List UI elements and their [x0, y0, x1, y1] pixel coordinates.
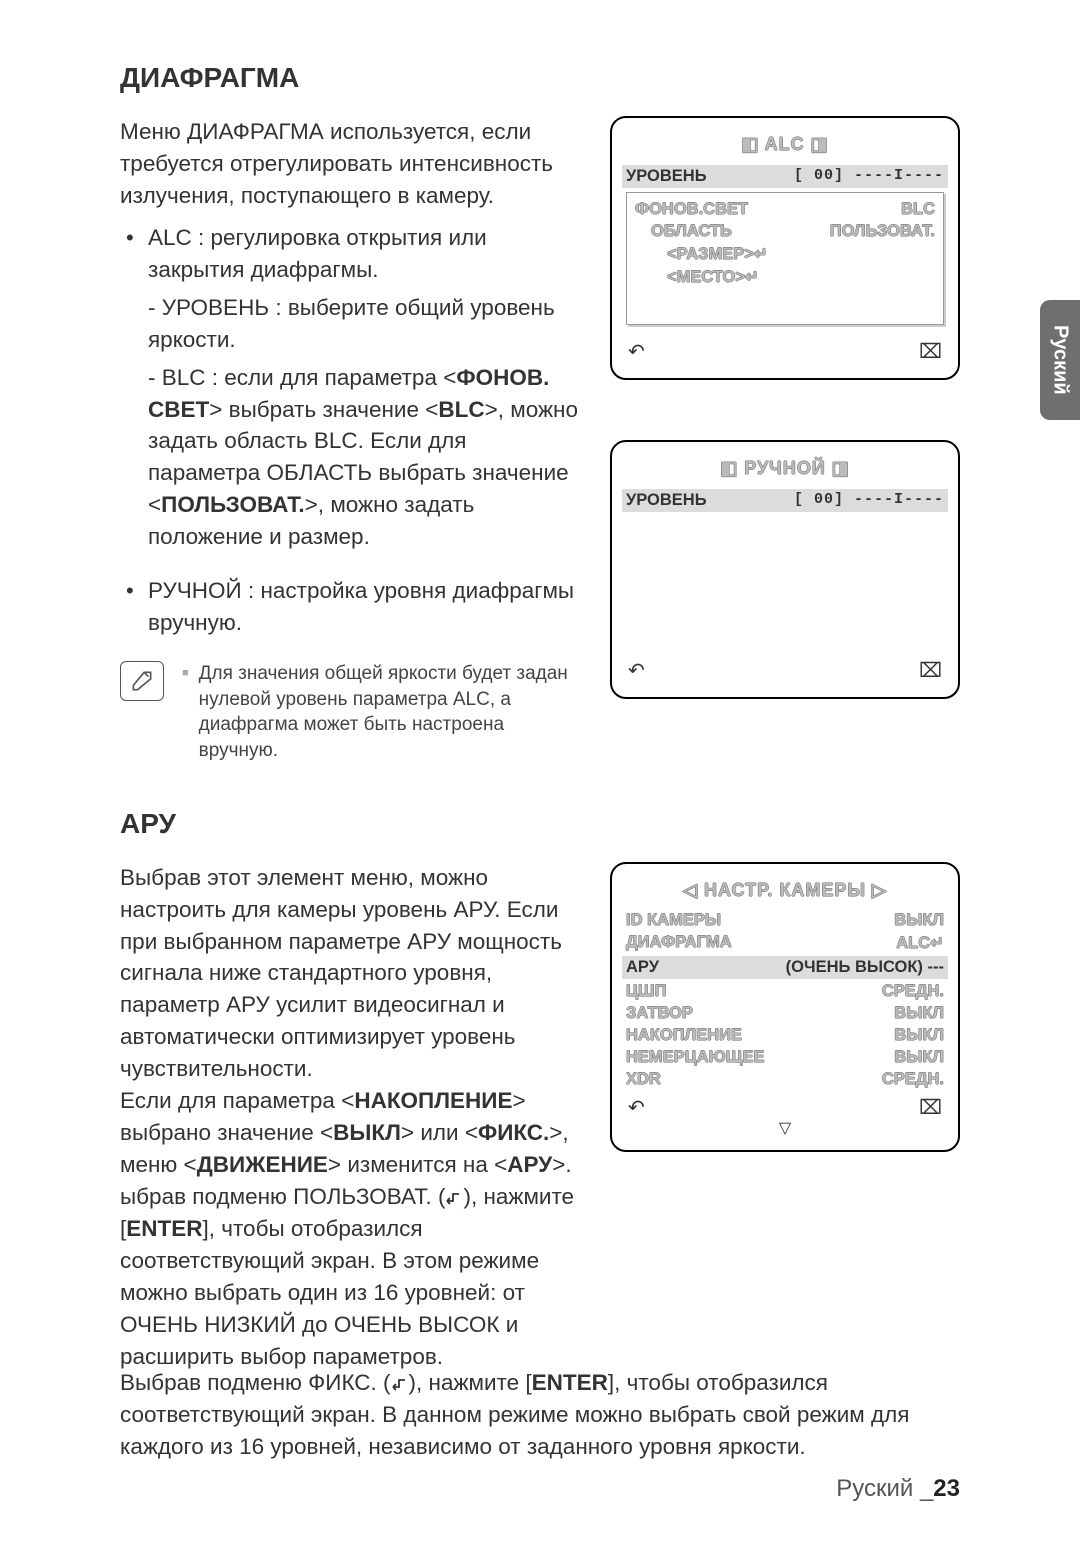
t: - BLC : если для параметра <	[148, 365, 456, 390]
lcd-label: <РАЗМЕР>↵	[635, 244, 768, 264]
alc-blc-sub: - BLC : если для параметра <ФОНОВ. СВЕТ>…	[148, 362, 580, 554]
enter-icon	[445, 1191, 463, 1207]
lcd-close-icon: ⌧	[919, 1095, 942, 1120]
lcd-label: ОБЛАСТЬ	[635, 222, 732, 241]
section-title-diaphragm: ДИАФРАГМА	[120, 62, 960, 94]
lcd-back-icon: ↶	[628, 658, 645, 683]
aru-p3: ыбрав подменю ПОЛЬЗОВАТ. (), нажмите [EN…	[120, 1184, 574, 1369]
lcd-value: [ 00] ----I----	[794, 167, 944, 186]
alc-level-sub: - УРОВЕНЬ : выберите общий уровень яркос…	[148, 292, 580, 356]
lcd-camera-row: ЦШПСРЕДН.	[626, 982, 944, 1001]
alc-bullet-text: ALC : регулировка открытия или закрытия …	[148, 225, 487, 282]
note-bullet: Для значения общей яркости будет задан н…	[182, 661, 580, 764]
language-side-tab: Руский	[1040, 300, 1080, 420]
lcd-close-icon: ⌧	[919, 658, 942, 683]
lcd-camera-row: НЕМЕРЦАЮЩЕЕВЫКЛ	[626, 1048, 944, 1067]
lcd-manual-level-row: УРОВЕНЬ [ 00] ----I----	[622, 489, 948, 512]
lcd-camera-row: XDRСРЕДН.	[626, 1070, 944, 1089]
t: > или <	[401, 1120, 478, 1145]
diaphragm-intro: Меню ДИАФРАГМА используется, если требуе…	[120, 116, 580, 212]
lcd-label: УРОВЕНЬ	[626, 491, 707, 510]
lcd-down-arrow: ▽	[624, 1118, 946, 1138]
lcd-panel-camera: ◁ НАСТР. КАМЕРЫ ▷ ID КАМЕРЫВЫКЛ ДИАФРАГМА…	[610, 862, 960, 1152]
lcd-back-icon: ↶	[628, 1095, 645, 1120]
lcd-camera-row: НАКОПЛЕНИЕВЫКЛ	[626, 1026, 944, 1045]
diaphragm-manual-bullet: РУЧНОЙ : настройка уровня диафрагмы вруч…	[124, 575, 580, 639]
lcd-value: ПОЛЬЗОВАТ.	[830, 222, 935, 241]
enter-icon	[391, 1377, 409, 1393]
t-bold: ПОЛЬЗОВАТ.	[161, 492, 305, 517]
page-footer: Руский _23	[836, 1475, 960, 1503]
section-title-aru: АРУ	[120, 808, 960, 840]
t-bold: BLC	[438, 397, 484, 422]
footer-lang: Руский _	[836, 1475, 933, 1502]
t: ыбрав подменю ПОЛЬЗОВАТ. (	[120, 1184, 445, 1209]
lcd-camera-row: ДИАФРАГМАALC↵	[626, 933, 944, 953]
aru-p4: Выбрав подменю ФИКС. (), нажмите [ENTER]…	[120, 1367, 960, 1463]
lcd-alc-level-row: УРОВЕНЬ [ 00] ----I----	[622, 165, 948, 188]
t: Выбрав подменю ФИКС. (	[120, 1370, 391, 1395]
aru-p1: Выбрав этот элемент меню, можно настроит…	[120, 865, 562, 1082]
lcd-panel-manual: ◧ РУЧНОЙ ◨ УРОВЕНЬ [ 00] ----I---- ↶ ⌧	[610, 440, 960, 699]
t: ), нажмите [	[409, 1370, 532, 1395]
lcd-label: ФОНОВ.СВЕТ	[635, 200, 748, 219]
note-icon	[120, 661, 164, 701]
t: >.	[552, 1152, 571, 1177]
lcd-alc-box: ФОНОВ.СВЕТ BLC ОБЛАСТЬ ПОЛЬЗОВАТ. <РАЗМЕР>…	[626, 192, 944, 325]
t: Если для параметра <	[120, 1088, 354, 1113]
lcd-label: <МЕСТО>↵	[635, 267, 759, 287]
lcd-panel-alc: ◧ ALC ◨ УРОВЕНЬ [ 00] ----I---- ФОНОВ.СВ…	[610, 116, 960, 380]
footer-page-number: 23	[933, 1475, 960, 1502]
t-bold: ФИКС.	[478, 1120, 549, 1145]
manual-bullet-text: РУЧНОЙ : настройка уровня диафрагмы вруч…	[148, 578, 574, 635]
t-bold: ENTER	[532, 1370, 608, 1395]
t-bold: АРУ	[507, 1152, 552, 1177]
t-bold: ENTER	[126, 1216, 202, 1241]
lcd-camera-row: ID КАМЕРЫВЫКЛ	[626, 911, 944, 930]
t-bold: НАКОПЛЕНИЕ	[354, 1088, 512, 1113]
t: > выбрать значение <	[209, 397, 438, 422]
lcd-value: BLC	[901, 200, 935, 219]
lcd-camera-row: АРУ(ОЧЕНЬ ВЫСОК) ---	[622, 956, 948, 979]
aru-p2: Если для параметра <НАКОПЛЕНИЕ> выбрано …	[120, 1088, 572, 1177]
note-block: Для значения общей яркости будет задан н…	[120, 661, 580, 764]
lcd-value: [ 00] ----I----	[794, 491, 944, 510]
diaphragm-alc-bullet: ALC : регулировка открытия или закрытия …	[124, 222, 580, 553]
note-text: Для значения общей яркости будет задан н…	[199, 661, 580, 764]
lcd-manual-title: ◧ РУЧНОЙ ◨	[624, 458, 946, 479]
lcd-camera-title: ◁ НАСТР. КАМЕРЫ ▷	[624, 880, 946, 901]
t-bold: ДВИЖЕНИЕ	[197, 1152, 328, 1177]
lcd-label: УРОВЕНЬ	[626, 167, 707, 186]
t: > изменится на <	[328, 1152, 507, 1177]
lcd-camera-row: ЗАТВОРВЫКЛ	[626, 1004, 944, 1023]
t-bold: ВЫКЛ	[333, 1120, 401, 1145]
lcd-back-icon: ↶	[628, 339, 645, 364]
lcd-alc-title: ◧ ALC ◨	[624, 134, 946, 155]
lcd-close-icon: ⌧	[919, 339, 942, 364]
